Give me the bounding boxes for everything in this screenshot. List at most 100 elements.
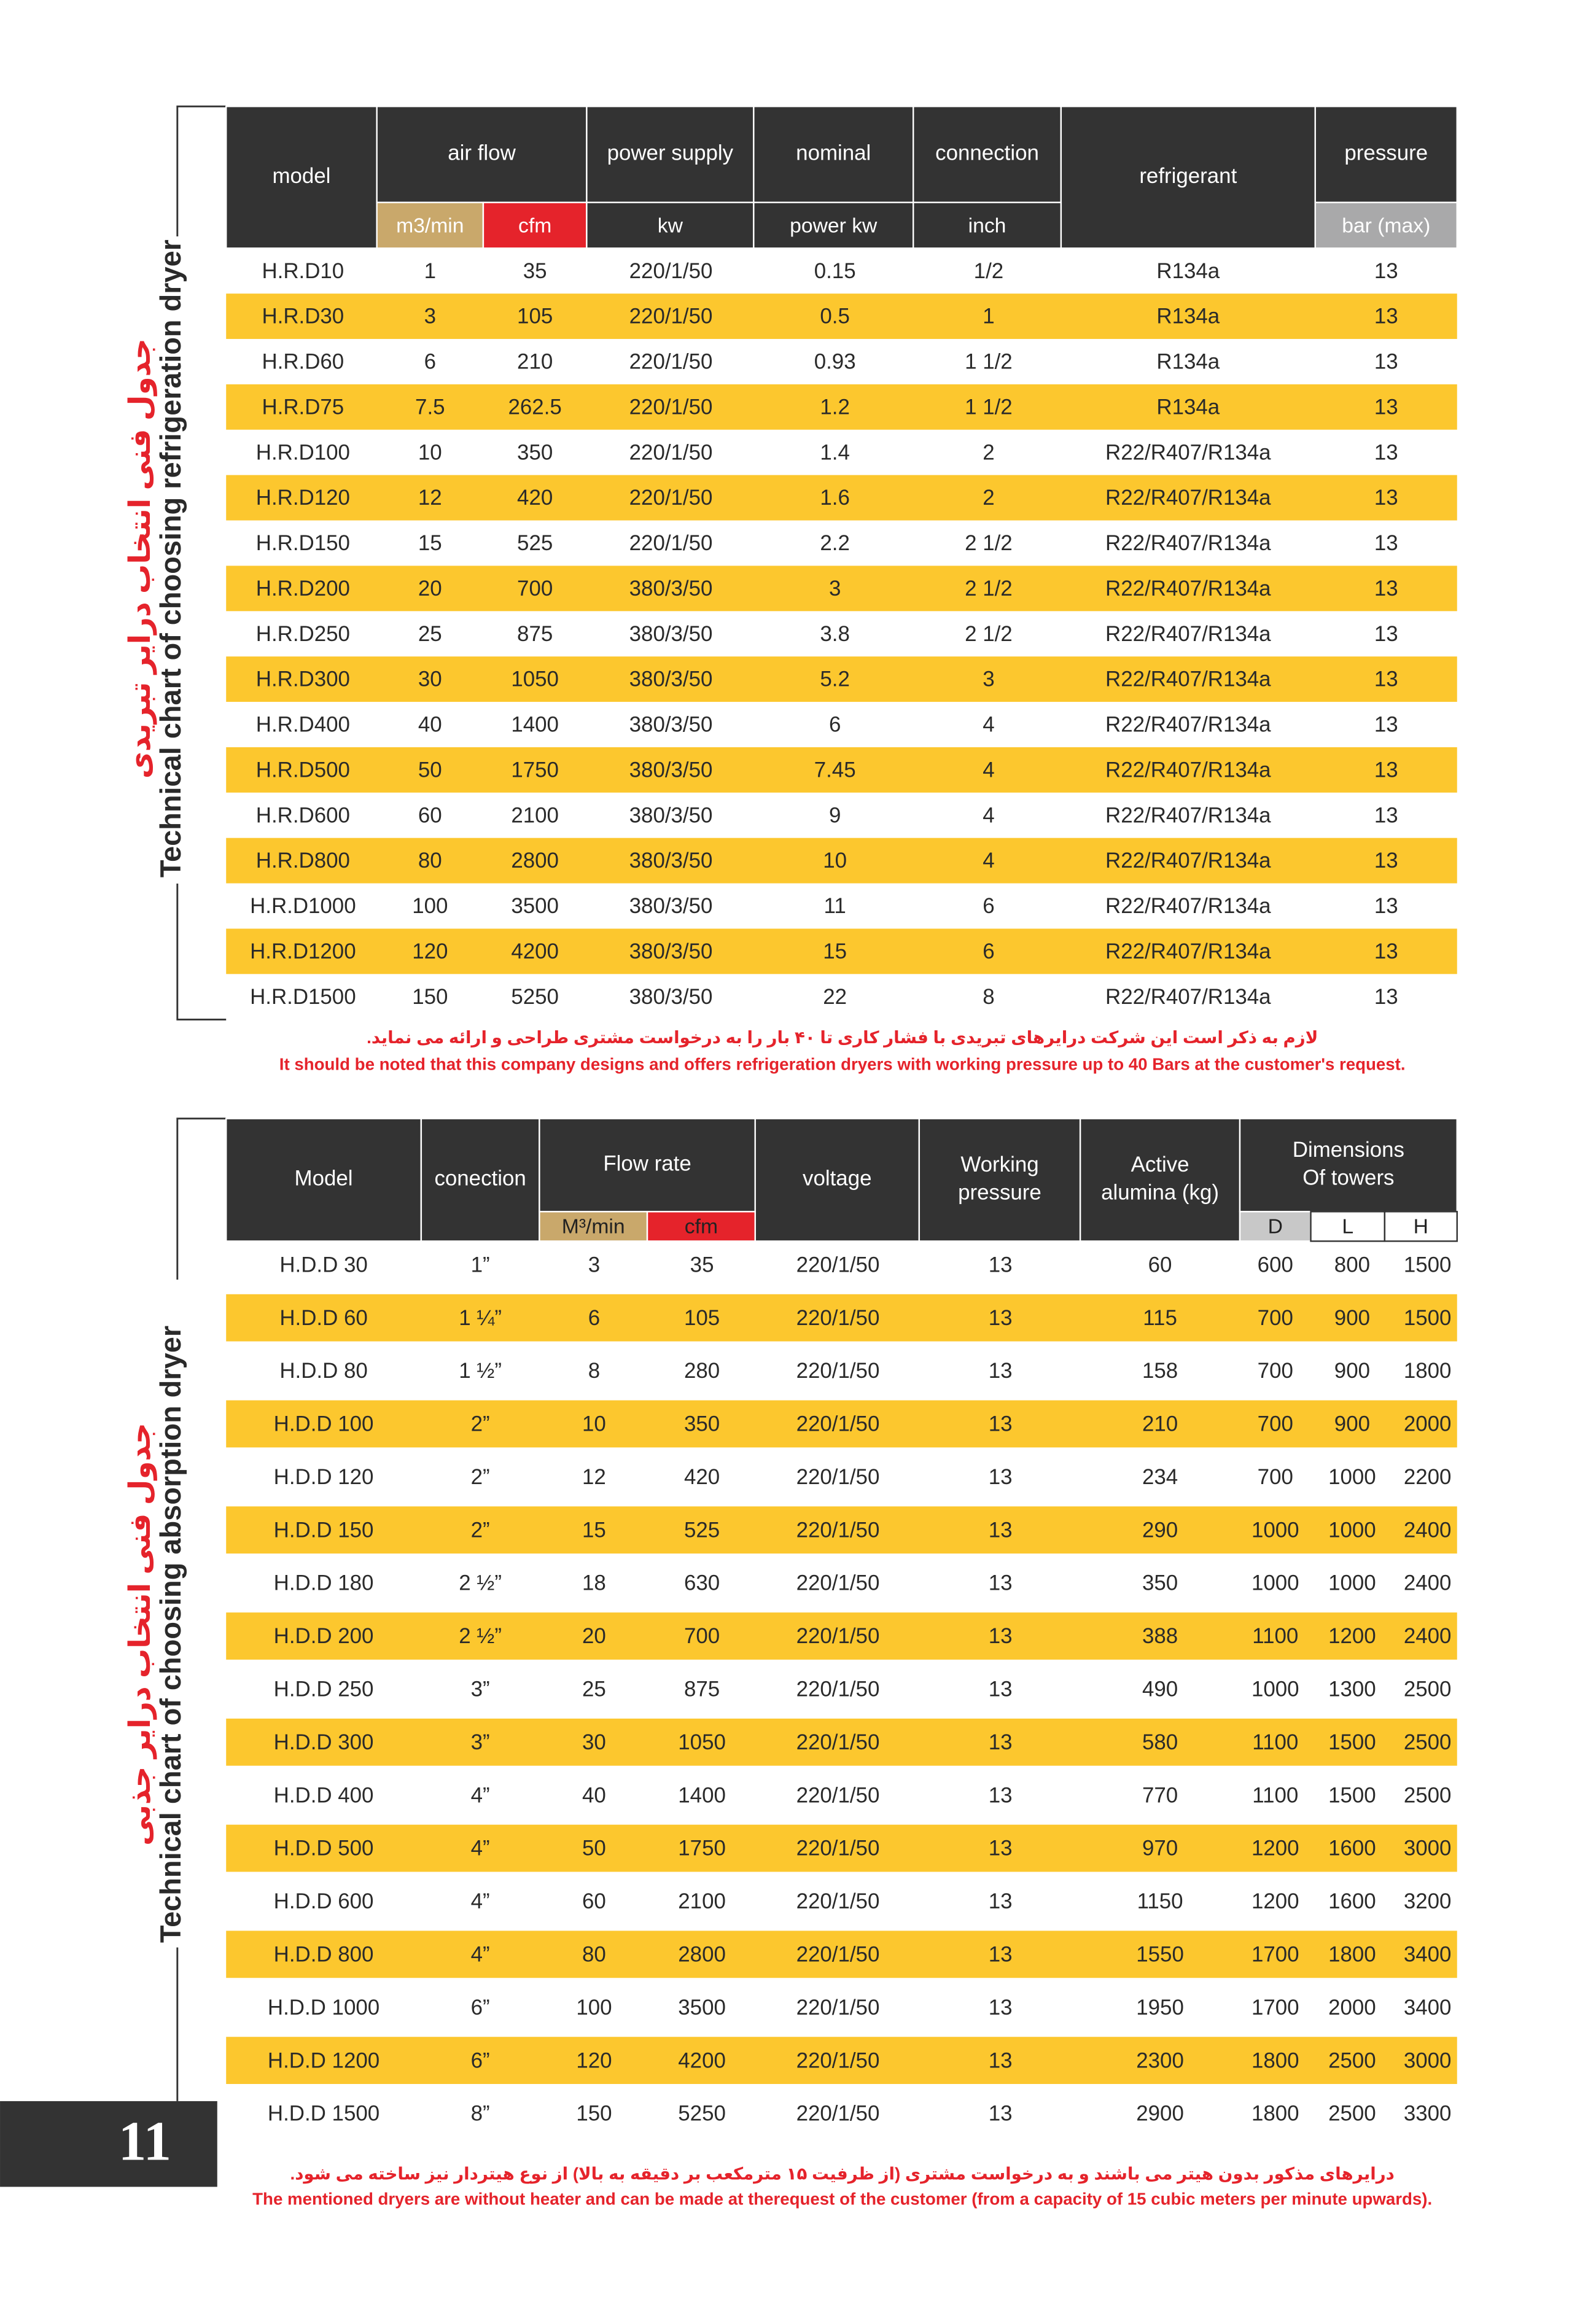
cell-text: 1400	[511, 713, 559, 737]
header-text: connection	[935, 141, 1039, 165]
cell-text: 220/1/50	[629, 395, 713, 419]
cell-text: 13	[989, 1571, 1013, 1595]
cell-text: 1000	[1328, 1571, 1376, 1595]
cell-text: H.D.D 150	[274, 1518, 374, 1542]
side-title-fa: جدول فنی انتخاب درایر تبریدی	[123, 338, 157, 779]
cell-text: 220/1/50	[796, 2102, 880, 2126]
cell-text: 380/3/50	[629, 577, 713, 601]
cell-text: 3	[983, 667, 994, 691]
cell-text: 220/1/50	[796, 2048, 880, 2072]
cell-text: 13	[1374, 713, 1398, 737]
row-band	[226, 747, 1457, 793]
cell-text: H.R.D400	[256, 713, 350, 737]
cell-text: H.R.D10	[262, 259, 344, 283]
cell-text: 380/3/50	[629, 803, 713, 827]
cell-text: 220/1/50	[796, 1730, 880, 1754]
cell-text: 380/3/50	[629, 758, 713, 782]
cell-text: 1200	[1251, 1889, 1299, 1913]
cell-text: 105	[517, 305, 553, 329]
cell-text: R22/R407/R134a	[1105, 486, 1271, 510]
cell-text: 2500	[1328, 2102, 1376, 2126]
cell-text: 2200	[1404, 1465, 1452, 1489]
cell-text: 380/3/50	[629, 667, 713, 691]
subheader-cell	[482, 201, 588, 249]
cell-text: H.R.D200	[256, 577, 350, 601]
cell-text: R134a	[1156, 259, 1220, 283]
subheader-text: D	[1268, 1216, 1283, 1238]
brackets	[176, 105, 227, 2101]
cell-text: 13	[989, 1783, 1013, 1807]
subheader-text: power kw	[790, 214, 878, 237]
row-band	[226, 2037, 1457, 2085]
header-cell	[1079, 1118, 1241, 1242]
cell-text: 220/1/50	[629, 486, 713, 510]
header-text: Working	[960, 1153, 1038, 1176]
cell-text: 700	[1258, 1465, 1293, 1489]
cell-text: 420	[684, 1465, 720, 1489]
cell-text: 1550	[1136, 1942, 1184, 1966]
cell-text: 2000	[1328, 1996, 1376, 2020]
cell-text: H.D.D 400	[274, 1783, 374, 1807]
row-band	[226, 928, 1457, 974]
cell-text: 100	[412, 894, 448, 918]
cell-text: H.R.D100	[256, 440, 350, 464]
row-band	[226, 656, 1457, 702]
cell-text: 13	[1374, 803, 1398, 827]
cell-text: 2300	[1136, 2048, 1184, 2072]
cell-text: R134a	[1156, 395, 1220, 419]
cell-text: 2 1/2	[965, 577, 1013, 601]
cell-text: 10	[418, 440, 442, 464]
cell-text: H.D.D 60	[279, 1306, 367, 1330]
header-cell	[420, 1118, 540, 1242]
cell-text: H.R.D75	[262, 395, 344, 419]
cell-text: H.R.D1000	[250, 894, 356, 918]
cell-text: 105	[684, 1306, 720, 1330]
cell-text: 5250	[678, 2102, 726, 2126]
cell-text: 234	[1142, 1465, 1178, 1489]
cell-text: 1750	[678, 1837, 726, 1860]
cell-text: 220/1/50	[629, 259, 713, 283]
cell-text: 1000	[1251, 1518, 1299, 1542]
cell-text: 0.93	[814, 350, 856, 374]
cell-text: 35	[523, 259, 547, 283]
cell-text: 1500	[1404, 1253, 1452, 1277]
cell-text: 0.5	[820, 305, 849, 329]
cell-text: 1600	[1328, 1837, 1376, 1860]
cell-text: 158	[1142, 1359, 1178, 1383]
cell-text: 290	[1142, 1518, 1178, 1542]
cell-text: 2400	[1404, 1624, 1452, 1648]
cell-text: 20	[418, 577, 442, 601]
cell-text: 875	[517, 622, 553, 646]
cell-text: 6	[588, 1306, 600, 1330]
cell-text: 1	[424, 259, 436, 283]
cell-text: 8	[983, 985, 994, 1009]
cell-text: 220/1/50	[796, 1253, 880, 1277]
cell-text: 13	[989, 1730, 1013, 1754]
cell-text: 3300	[1404, 2102, 1452, 2126]
cell-text: 1”	[471, 1253, 490, 1277]
cell-text: 50	[582, 1837, 606, 1860]
cell-text: 3000	[1404, 2048, 1452, 2072]
subheader-cell	[1314, 201, 1458, 249]
cell-text: 900	[1334, 1306, 1370, 1330]
header-text: Flow rate	[603, 1152, 691, 1176]
cell-text: 1100	[1252, 1730, 1298, 1754]
cell-text: 13	[989, 1306, 1013, 1330]
cell-text: 2”	[471, 1465, 490, 1489]
cell-text: 13	[1374, 531, 1398, 555]
cell-text: 4”	[471, 1942, 490, 1966]
row-band	[226, 1718, 1457, 1766]
cell-text: R22/R407/R134a	[1105, 667, 1271, 691]
cell-text: 525	[684, 1518, 720, 1542]
cell-text: 2500	[1404, 1678, 1452, 1701]
cell-text: 220/1/50	[796, 1678, 880, 1701]
cell-text: 3500	[511, 894, 559, 918]
cell-text: 380/3/50	[629, 939, 713, 963]
cell-text: H.D.D 120	[274, 1465, 374, 1489]
cell-text: 1300	[1328, 1678, 1376, 1701]
cell-text: 30	[418, 667, 442, 691]
cell-text: 220/1/50	[796, 1518, 880, 1542]
cell-text: R22/R407/R134a	[1105, 577, 1271, 601]
cell-text: H.R.D150	[256, 531, 350, 555]
header-cell	[225, 106, 378, 249]
